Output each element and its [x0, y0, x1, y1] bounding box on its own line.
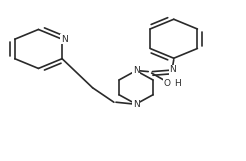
Text: O: O [164, 79, 171, 88]
Text: N: N [133, 66, 139, 75]
Text: H: H [174, 79, 181, 88]
Text: N: N [61, 35, 68, 44]
Text: N: N [133, 100, 139, 109]
Text: N: N [169, 65, 176, 74]
